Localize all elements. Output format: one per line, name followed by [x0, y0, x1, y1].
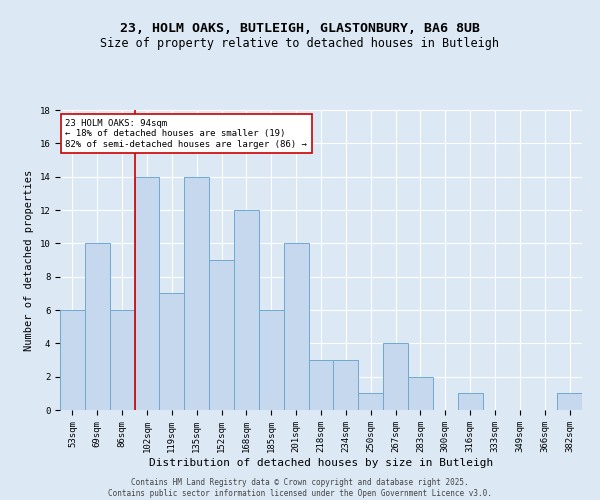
Bar [134, 176, 160, 410]
Bar [408, 376, 433, 410]
Text: Size of property relative to detached houses in Butleigh: Size of property relative to detached ho… [101, 38, 499, 51]
Bar [234, 210, 259, 410]
Bar [383, 344, 408, 410]
Bar [458, 394, 482, 410]
Bar [184, 176, 209, 410]
Bar [358, 394, 383, 410]
Bar [308, 360, 334, 410]
Bar [334, 360, 358, 410]
Bar [209, 260, 234, 410]
Bar [160, 294, 184, 410]
Bar [259, 310, 284, 410]
Bar [85, 244, 110, 410]
Bar [557, 394, 582, 410]
Bar [60, 310, 85, 410]
Text: 23 HOLM OAKS: 94sqm
← 18% of detached houses are smaller (19)
82% of semi-detach: 23 HOLM OAKS: 94sqm ← 18% of detached ho… [65, 119, 307, 149]
Bar [284, 244, 308, 410]
Text: Contains HM Land Registry data © Crown copyright and database right 2025.
Contai: Contains HM Land Registry data © Crown c… [108, 478, 492, 498]
X-axis label: Distribution of detached houses by size in Butleigh: Distribution of detached houses by size … [149, 458, 493, 468]
Text: 23, HOLM OAKS, BUTLEIGH, GLASTONBURY, BA6 8UB: 23, HOLM OAKS, BUTLEIGH, GLASTONBURY, BA… [120, 22, 480, 36]
Y-axis label: Number of detached properties: Number of detached properties [24, 170, 34, 350]
Bar [110, 310, 134, 410]
